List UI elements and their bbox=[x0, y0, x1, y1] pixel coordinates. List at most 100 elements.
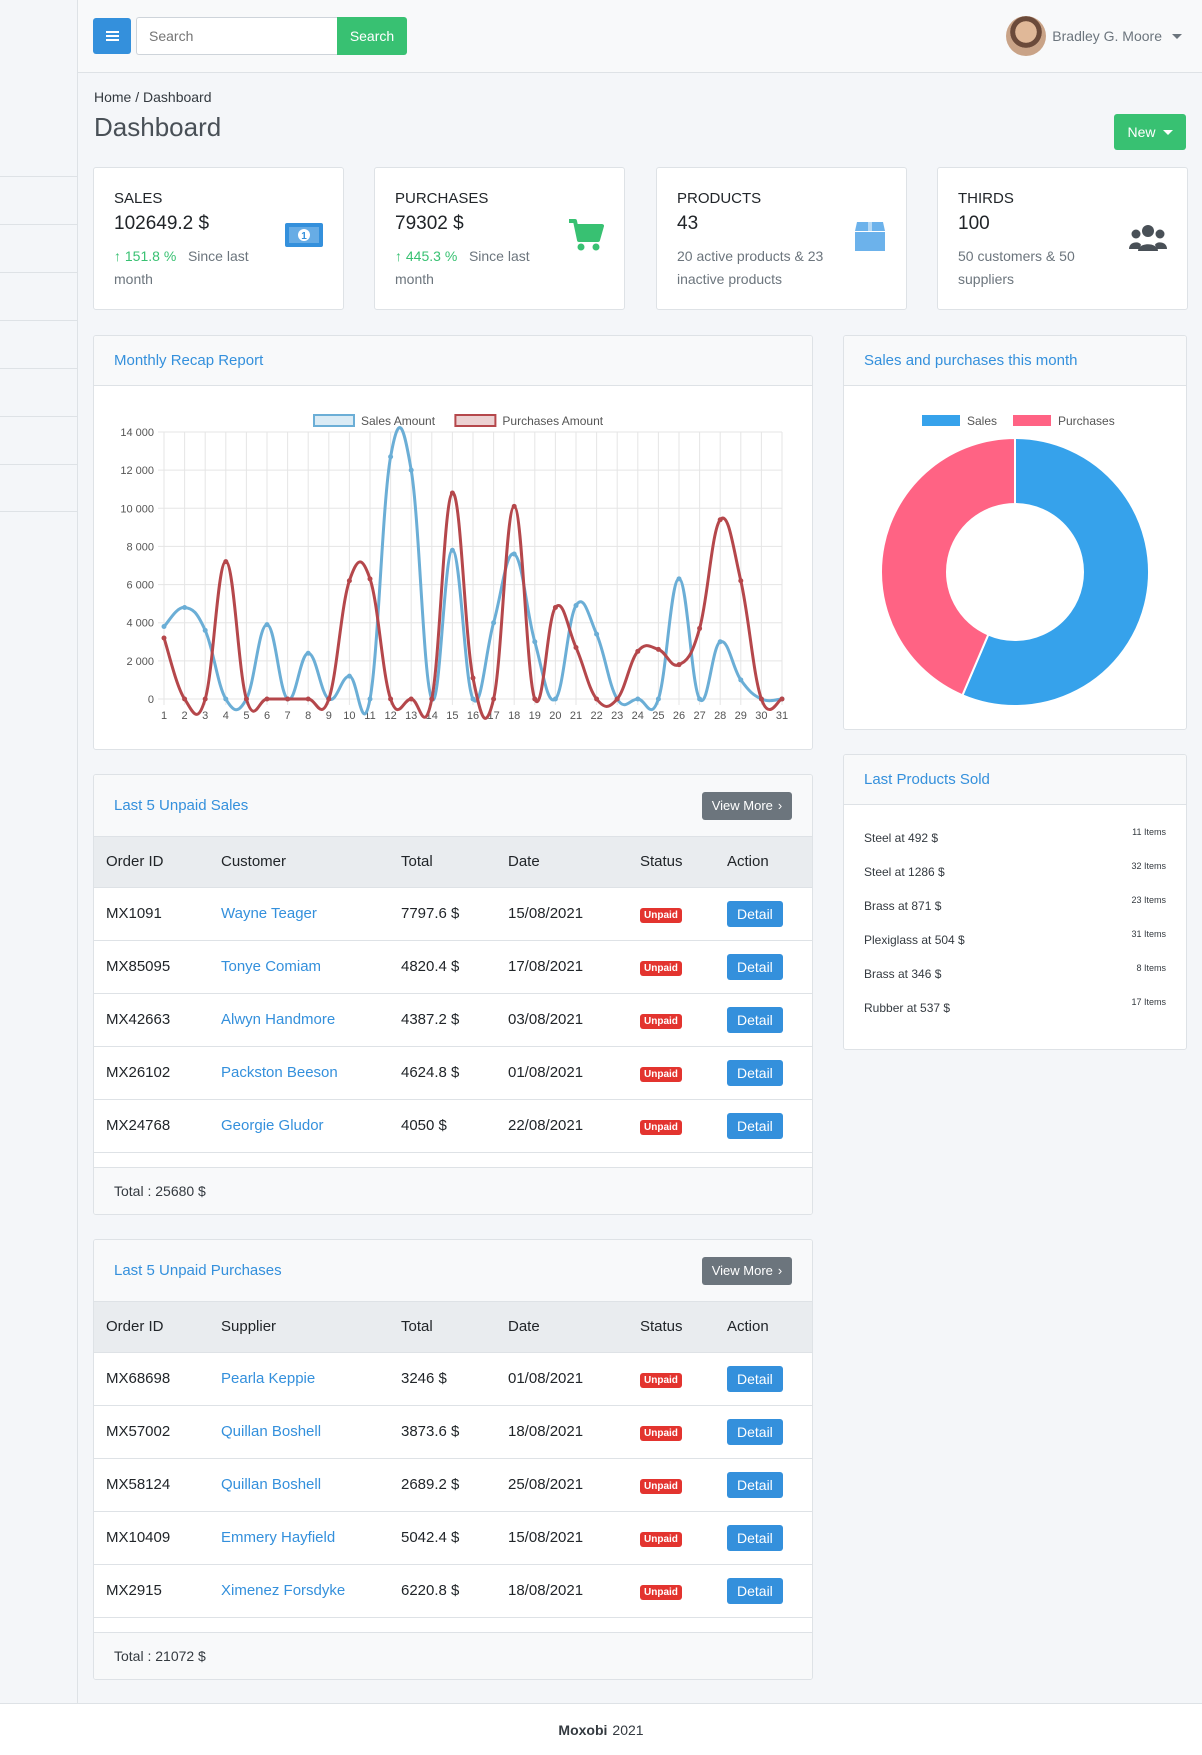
data-point bbox=[779, 696, 785, 702]
svg-text:1: 1 bbox=[301, 231, 307, 242]
donut-slice[interactable] bbox=[880, 436, 1016, 697]
sidebar-item[interactable] bbox=[0, 176, 78, 224]
detail-button[interactable]: Detail bbox=[727, 1577, 783, 1604]
legend-label: Sales bbox=[967, 414, 997, 428]
supplier-link[interactable]: Emmery Hayfield bbox=[209, 1511, 389, 1565]
status-cell: Unpaid bbox=[628, 1352, 715, 1406]
x-tick-label: 9 bbox=[326, 710, 332, 722]
table-cell: 4050 $ bbox=[389, 1099, 496, 1153]
data-point bbox=[449, 547, 455, 553]
column-header: Customer bbox=[209, 837, 389, 888]
x-tick-label: 19 bbox=[529, 710, 541, 722]
action-cell: Detail bbox=[715, 1405, 812, 1459]
breadcrumb[interactable]: Home / Dashboard bbox=[94, 89, 212, 105]
data-point bbox=[346, 673, 352, 679]
new-button[interactable]: New bbox=[1114, 114, 1186, 150]
table-cell: MX42663 bbox=[94, 993, 209, 1047]
x-tick-label: 6 bbox=[264, 710, 270, 722]
new-button-label: New bbox=[1127, 124, 1156, 140]
table-cell: 7797.6 $ bbox=[389, 887, 496, 941]
list-item: Brass at 871 $ 23 Items bbox=[864, 889, 1166, 923]
sidebar-item[interactable] bbox=[0, 368, 78, 416]
table-cell: MX85095 bbox=[94, 940, 209, 994]
page-title: Dashboard bbox=[94, 112, 222, 142]
column-header: Total bbox=[389, 1302, 496, 1353]
supplier-link[interactable]: Ximenez Forsdyke bbox=[209, 1564, 389, 1618]
search-button[interactable]: Search bbox=[337, 17, 407, 55]
detail-button[interactable]: Detail bbox=[727, 1471, 783, 1498]
sidebar-item[interactable] bbox=[0, 272, 78, 320]
customer-link[interactable]: Packston Beeson bbox=[209, 1046, 389, 1100]
data-point bbox=[697, 696, 703, 702]
x-tick-label: 15 bbox=[446, 710, 458, 722]
detail-button[interactable]: Detail bbox=[727, 1059, 783, 1086]
supplier-link[interactable]: Quillan Boshell bbox=[209, 1405, 389, 1459]
menu-toggle-button[interactable] bbox=[93, 18, 131, 54]
stat-card-products: PRODUCTS 43 20 active products & 23 inac… bbox=[656, 167, 907, 310]
table-cell: 2689.2 $ bbox=[389, 1458, 496, 1512]
stat-sub: 20 active products & 23 inactive product… bbox=[677, 248, 824, 287]
legend-swatch bbox=[313, 414, 355, 427]
view-more-label: View More bbox=[711, 798, 773, 813]
search-input[interactable] bbox=[136, 17, 337, 55]
status-badge: Unpaid bbox=[640, 1119, 682, 1135]
table-cell: 01/08/2021 bbox=[496, 1352, 628, 1406]
data-point bbox=[635, 696, 641, 702]
supplier-link[interactable]: Quillan Boshell bbox=[209, 1458, 389, 1512]
detail-button[interactable]: Detail bbox=[727, 1365, 783, 1392]
view-more-button[interactable]: View More › bbox=[702, 791, 792, 820]
status-cell: Unpaid bbox=[628, 940, 715, 994]
detail-button[interactable]: Detail bbox=[727, 1006, 783, 1033]
customer-link[interactable]: Alwyn Handmore bbox=[209, 993, 389, 1047]
stat-change: 445.3 % bbox=[405, 248, 458, 264]
table-cell: MX58124 bbox=[94, 1458, 209, 1512]
data-point bbox=[511, 551, 517, 557]
y-tick-label: 14 000 bbox=[120, 427, 154, 439]
action-cell: Detail bbox=[715, 1352, 812, 1406]
status-badge: Unpaid bbox=[640, 1531, 682, 1547]
column-header: Status bbox=[628, 837, 715, 888]
data-point bbox=[243, 696, 249, 702]
data-point bbox=[491, 696, 497, 702]
sidebar-item[interactable] bbox=[0, 224, 78, 272]
supplier-link[interactable]: Pearla Keppie bbox=[209, 1352, 389, 1406]
customer-link[interactable]: Georgie Gludor bbox=[209, 1099, 389, 1153]
detail-button[interactable]: Detail bbox=[727, 1112, 783, 1139]
product-count: 11 Items bbox=[1132, 827, 1166, 837]
stat-label: SALES bbox=[114, 190, 163, 207]
sidebar-item[interactable] bbox=[0, 464, 78, 512]
table-cell: 4624.8 $ bbox=[389, 1046, 496, 1100]
data-point bbox=[264, 696, 270, 702]
view-more-button[interactable]: View More › bbox=[702, 1256, 792, 1285]
data-point bbox=[717, 517, 723, 523]
data-point bbox=[552, 696, 558, 702]
customer-link[interactable]: Wayne Teager bbox=[209, 887, 389, 941]
table-row: MX58124 Quillan Boshell 2689.2 $25/08/2021… bbox=[94, 1458, 812, 1512]
series-line bbox=[162, 426, 783, 716]
column-header: Date bbox=[496, 837, 628, 888]
detail-button[interactable]: Detail bbox=[727, 953, 783, 980]
detail-button[interactable]: Detail bbox=[727, 1418, 783, 1445]
action-cell: Detail bbox=[715, 1458, 812, 1512]
detail-button[interactable]: Detail bbox=[727, 900, 783, 927]
x-tick-label: 12 bbox=[384, 710, 396, 722]
table-cell: MX24768 bbox=[94, 1099, 209, 1153]
status-badge: Unpaid bbox=[640, 1066, 682, 1082]
stat-card-sales: SALES 102649.2 $ ↑ 151.8 % Since last mo… bbox=[93, 167, 344, 310]
detail-button[interactable]: Detail bbox=[727, 1524, 783, 1551]
column-header: Supplier bbox=[209, 1302, 389, 1353]
sidebar-item[interactable] bbox=[0, 320, 78, 368]
sidebar-item[interactable] bbox=[0, 416, 78, 464]
user-menu[interactable]: Bradley G. Moore bbox=[1006, 16, 1182, 56]
x-tick-label: 20 bbox=[549, 710, 561, 722]
data-point bbox=[758, 696, 764, 702]
data-point bbox=[182, 604, 188, 610]
customer-link[interactable]: Tonye Comiam bbox=[209, 940, 389, 994]
data-point bbox=[202, 627, 208, 633]
stat-value: 43 bbox=[677, 213, 699, 234]
data-point bbox=[305, 696, 311, 702]
table-cell: 4820.4 $ bbox=[389, 940, 496, 994]
donut-slice[interactable] bbox=[961, 436, 1150, 707]
x-tick-label: 24 bbox=[632, 710, 644, 722]
arrow-up-icon: ↑ bbox=[114, 248, 125, 264]
